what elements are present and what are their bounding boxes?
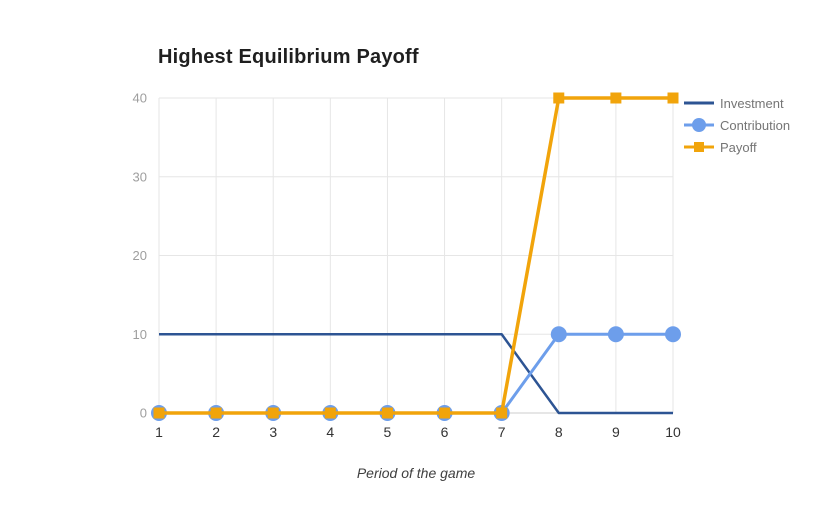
series-line-investment bbox=[159, 333, 673, 415]
y-tick-label: 10 bbox=[133, 327, 147, 342]
legend: Investment Contribution Payoff bbox=[684, 95, 790, 155]
y-tick-label: 40 bbox=[133, 91, 147, 106]
marker-circle-contribution bbox=[550, 326, 567, 343]
x-tick-label: 4 bbox=[326, 424, 334, 440]
marker-square-payoff bbox=[324, 407, 336, 419]
chart-title: Highest Equilibrium Payoff bbox=[158, 46, 419, 68]
legend-square-icon bbox=[684, 142, 714, 152]
legend-label: Contribution bbox=[720, 117, 791, 133]
legend-label: Investment bbox=[720, 95, 784, 111]
marker-square-payoff bbox=[667, 92, 679, 104]
x-tick-label: 2 bbox=[212, 424, 220, 440]
series-line-contribution bbox=[159, 332, 673, 415]
legend-item-contribution: Contribution bbox=[684, 117, 790, 133]
x-axis-title: Period of the game bbox=[356, 465, 476, 481]
x-tick-label: 6 bbox=[441, 424, 449, 440]
marker-square-payoff bbox=[210, 407, 222, 419]
marker-square-payoff bbox=[496, 407, 508, 419]
x-tick-label: 9 bbox=[612, 424, 620, 440]
marker-square-payoff bbox=[439, 407, 451, 419]
series-line-payoff bbox=[159, 96, 673, 415]
x-tick-label: 3 bbox=[269, 424, 277, 440]
marker-square-payoff bbox=[267, 407, 279, 419]
marker-circle-contribution bbox=[607, 326, 624, 343]
legend-label: Payoff bbox=[720, 139, 757, 155]
x-tick-label: 1 bbox=[155, 424, 163, 440]
marker-square-payoff bbox=[381, 407, 393, 419]
y-tick-label: 20 bbox=[133, 248, 147, 263]
y-tick-label: 0 bbox=[140, 406, 147, 421]
marker-circle-contribution bbox=[665, 326, 681, 343]
marker-square-payoff bbox=[610, 92, 622, 104]
legend-line-icon bbox=[684, 101, 714, 105]
marker-square-payoff bbox=[153, 407, 165, 419]
marker-square-payoff bbox=[553, 92, 565, 104]
x-tick-label: 10 bbox=[665, 424, 681, 440]
x-tick-label: 8 bbox=[555, 424, 563, 440]
legend-item-payoff: Payoff bbox=[684, 139, 790, 155]
x-tick-label: 7 bbox=[498, 424, 506, 440]
legend-item-investment: Investment bbox=[684, 95, 790, 111]
legend-circle-icon bbox=[684, 118, 714, 132]
y-tick-label: 30 bbox=[133, 169, 147, 184]
x-tick-label: 5 bbox=[384, 424, 392, 440]
